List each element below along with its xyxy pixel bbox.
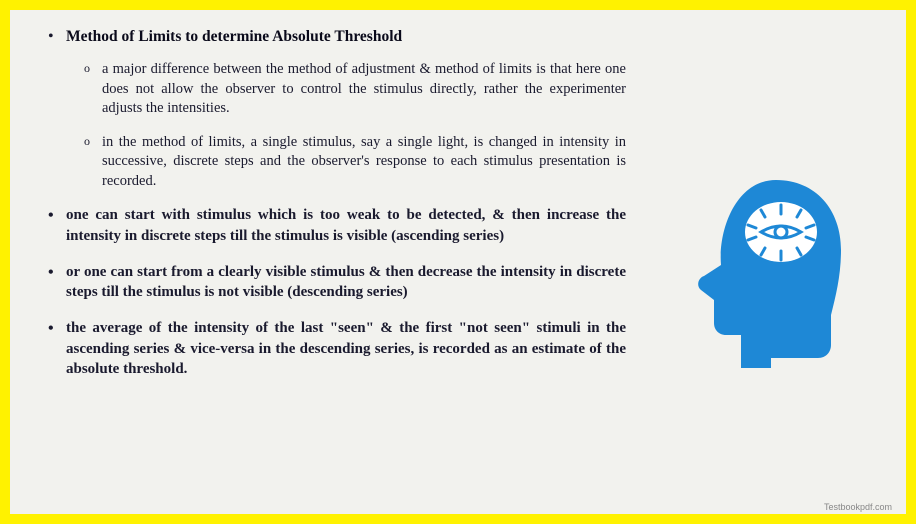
sub-point-1: a major difference between the method of… [84,60,626,119]
body-point-2: or one can start from a clearly visible … [48,262,626,303]
mind-eye-icon [686,170,846,370]
title-bullet: Method of Limits to determine Absolute T… [48,28,626,191]
watermark-text: Testbookpdf.com [824,502,892,512]
body-point-3: the average of the intensity of the last… [48,318,626,379]
sub-point-2: in the method of limits, a single stimul… [84,133,626,192]
slide-title: Method of Limits to determine Absolute T… [66,28,402,45]
body-point-1: one can start with stimulus which is too… [48,205,626,246]
